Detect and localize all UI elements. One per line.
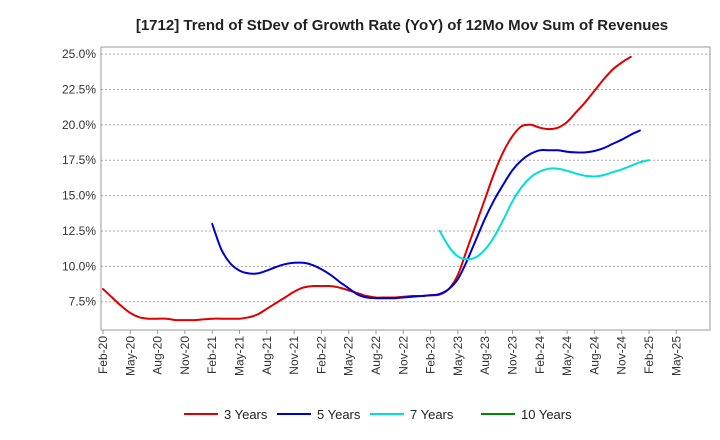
x-tick-label: Nov-23 xyxy=(506,336,520,375)
y-tick-label: 20.0% xyxy=(62,118,96,132)
legend: 3 Years 5 Years 7 Years 10 Years xyxy=(184,407,572,422)
x-tick-label: Feb-25 xyxy=(642,336,656,374)
y-tick-label: 22.5% xyxy=(62,82,96,96)
x-tick-label: May-21 xyxy=(233,336,247,376)
grid-lines xyxy=(101,53,710,303)
x-tick-label: May-22 xyxy=(342,336,356,376)
y-tick-label: 12.5% xyxy=(62,224,96,238)
x-tick-label: Nov-21 xyxy=(287,336,301,375)
x-tick-label: Feb-22 xyxy=(314,336,328,374)
x-tick-label: Feb-23 xyxy=(424,336,438,374)
series-lines xyxy=(102,55,650,322)
y-tick-label: 15.0% xyxy=(62,189,96,203)
x-tick-label: Nov-22 xyxy=(396,336,410,375)
chart-title: [1712] Trend of StDev of Growth Rate (Yo… xyxy=(136,17,668,34)
legend-label-3-years: 3 Years xyxy=(224,407,268,422)
y-tick-label: 10.0% xyxy=(62,259,96,273)
x-tick-label: Feb-21 xyxy=(205,336,219,374)
y-tick-label: 17.5% xyxy=(62,153,96,167)
x-tick-label: May-25 xyxy=(669,336,683,376)
legend-label-10-years: 10 Years xyxy=(521,407,572,422)
x-tick-label: May-23 xyxy=(451,336,465,376)
legend-label-5-years: 5 Years xyxy=(317,407,361,422)
x-tick-label: Feb-24 xyxy=(533,336,547,374)
series-line-5-years xyxy=(211,129,641,300)
x-tick-label: Feb-20 xyxy=(96,336,110,374)
y-axis-tick-labels: 7.5% 10.0% 12.5% 15.0% 17.5% 20.0% 22.5% 25.0% xyxy=(62,47,96,309)
x-tick-label: Aug-23 xyxy=(478,336,492,375)
x-tick-label: Aug-24 xyxy=(587,336,601,375)
plot-area xyxy=(100,46,711,331)
y-tick-label: 25.0% xyxy=(62,47,96,61)
x-tick-label: Nov-20 xyxy=(178,336,192,375)
series-line-3-years xyxy=(102,55,632,322)
x-tick-label: May-24 xyxy=(560,336,574,376)
x-tick-label: Nov-24 xyxy=(615,336,629,375)
x-tick-label: Aug-20 xyxy=(151,336,165,375)
series-line-7-years xyxy=(438,159,650,261)
x-tick-label: Aug-21 xyxy=(260,336,274,375)
x-tick-label: Aug-22 xyxy=(369,336,383,375)
y-tick-label: 7.5% xyxy=(69,295,97,309)
x-tick-label: May-20 xyxy=(123,336,137,376)
x-axis-tick-labels: Feb-20 May-20 Aug-20 Nov-20 Feb-21 May-21 Aug-… xyxy=(96,330,683,376)
legend-label-7-years: 7 Years xyxy=(410,407,454,422)
